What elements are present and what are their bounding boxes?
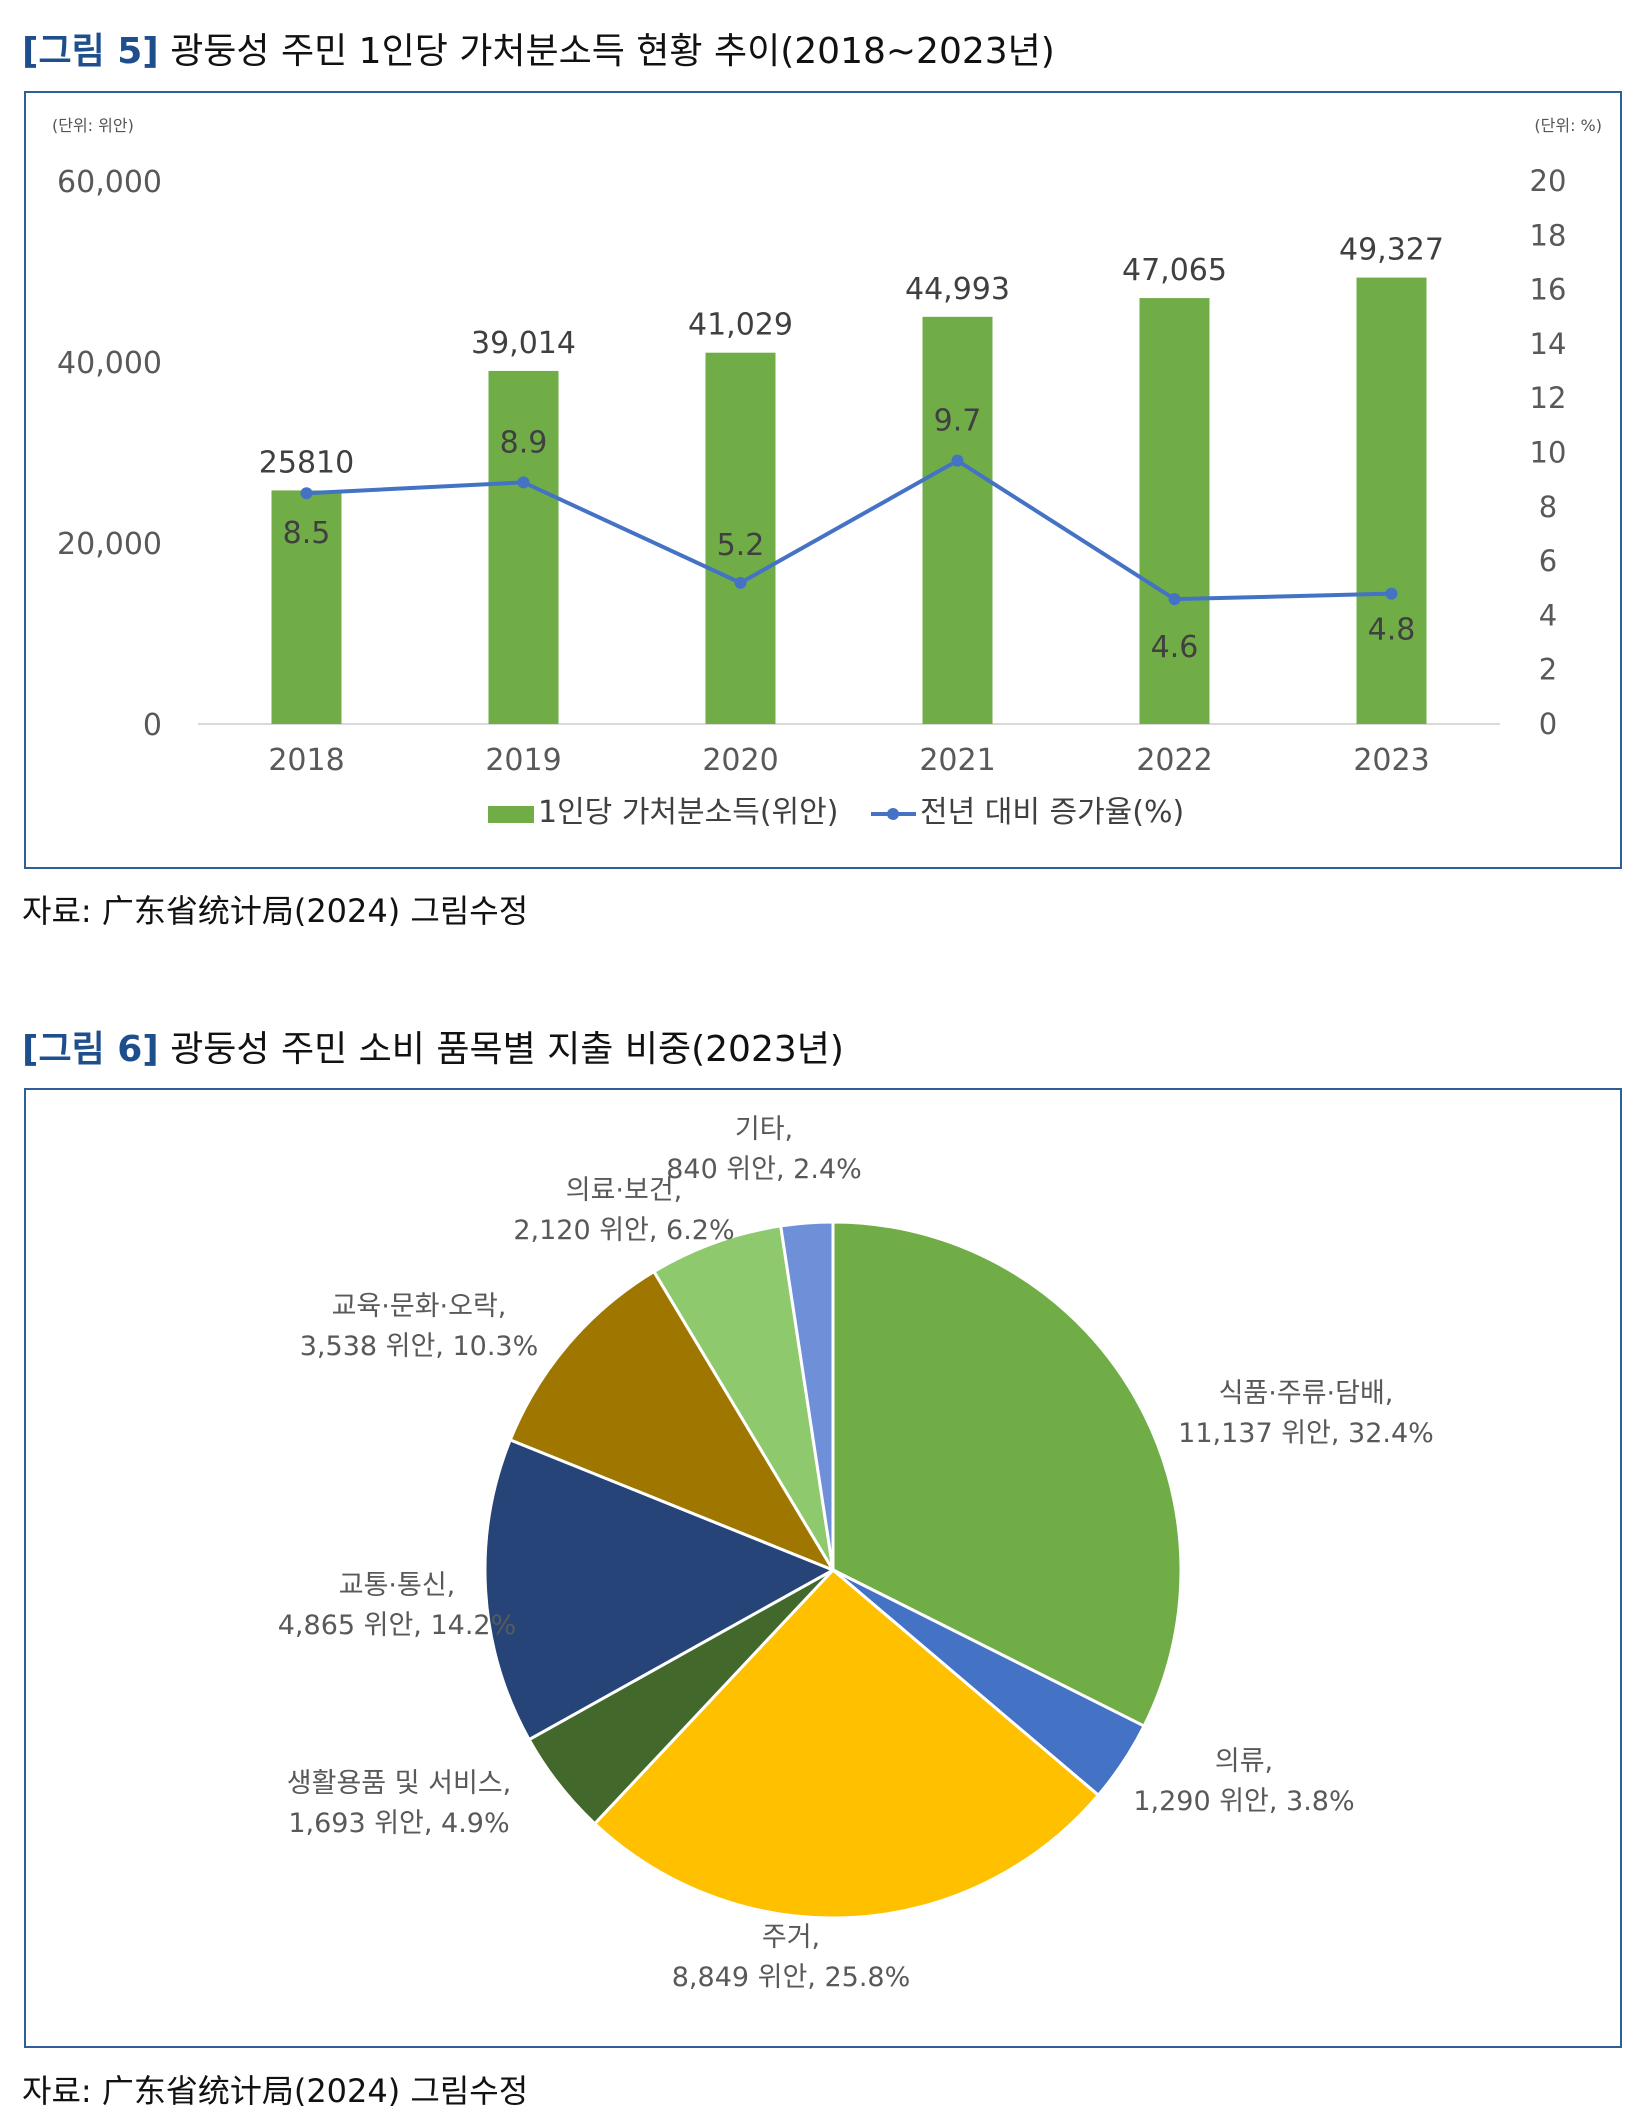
pie-slice (651, 1224, 835, 1571)
pie-slice-label: 교육·문화·오락, (332, 1291, 507, 1322)
bar-value-label: 44,993 (905, 272, 1010, 307)
pie-slice-label: 의료·보건, (566, 1175, 683, 1206)
pie-slice-value-label: 11,137 위안, 32.4% (1178, 1418, 1434, 1449)
left-axis-tick-label: 60,000 (57, 165, 162, 200)
bar-value-label: 39,014 (471, 326, 576, 361)
pie-slice (508, 1269, 837, 1574)
bar (705, 352, 776, 724)
left-axis-tick-label: 0 (143, 708, 162, 743)
left-axis-unit: (단위: 위안) (52, 116, 134, 135)
line-value-label: 5.2 (717, 528, 765, 563)
right-axis-tick-label: 0 (1539, 707, 1557, 741)
legend-bar-swatch (488, 806, 534, 823)
pie-slice-value-label: 1,693 위안, 4.9% (288, 1808, 509, 1839)
bar-value-label: 49,327 (1339, 233, 1444, 268)
x-axis-tick-label: 2020 (702, 743, 778, 778)
growth-rate-point (300, 487, 313, 500)
pie-slice-label: 교통·통신, (339, 1570, 456, 1601)
pie-slice-label: 식품·주류·담배, (1219, 1378, 1394, 1409)
figure6-title: [그림 6] 광둥성 주민 소비 품목별 지출 비중(2023년) (22, 1020, 844, 1072)
figure5-source: 자료: 广东省统计局(2024) 그림수정 (22, 892, 529, 930)
line-value-label: 4.6 (1151, 630, 1199, 665)
right-axis-tick-label: 10 (1530, 436, 1567, 470)
bar-value-label: 25810 (259, 445, 354, 480)
legend-line-marker (887, 808, 899, 820)
right-axis-tick-label: 12 (1530, 381, 1567, 415)
figure5-title: [그림 5] 광둥성 주민 1인당 가처분소득 현황 추이(2018~2023년… (22, 22, 1055, 74)
legend-bar-label: 1인당 가처분소득(위안) (538, 795, 838, 830)
pie-slice-label: 기타, (735, 1114, 793, 1145)
pie-slice-label: 의류, (1215, 1746, 1273, 1777)
figure6-title-text: 광둥성 주민 소비 품목별 지출 비중(2023년) (170, 1029, 844, 1070)
figure5-title-text: 광둥성 주민 1인당 가처분소득 현황 추이(2018~2023년) (170, 31, 1055, 72)
pie-slice (779, 1220, 835, 1571)
pie-slice-label: 생활용품 및 서비스, (287, 1768, 511, 1799)
figure6-number: [그림 6] (22, 1029, 159, 1070)
left-axis-tick-label: 20,000 (57, 527, 162, 562)
figure5-number: [그림 5] (22, 31, 159, 72)
growth-rate-point (734, 576, 747, 589)
pie-slice-value-label: 3,538 위안, 10.3% (300, 1331, 539, 1362)
right-axis-tick-label: 16 (1530, 273, 1567, 307)
line-value-label: 4.8 (1368, 613, 1416, 648)
figure6-source: 자료: 广东省统计局(2024) 그림수정 (22, 2072, 529, 2110)
bar (488, 370, 559, 724)
right-axis-tick-label: 2 (1539, 653, 1557, 687)
pie-slice-label: 주거, (762, 1922, 820, 1953)
right-axis-tick-label: 4 (1539, 598, 1557, 632)
x-axis-tick-label: 2022 (1136, 743, 1212, 778)
bar-value-label: 47,065 (1122, 253, 1227, 288)
legend-line-label: 전년 대비 증가율(%) (920, 795, 1184, 830)
bar (922, 316, 993, 724)
growth-rate-point (1385, 587, 1398, 600)
pie-slice-value-label: 4,865 위안, 14.2% (278, 1610, 517, 1641)
right-axis-tick-label: 6 (1539, 544, 1557, 578)
right-axis-unit: (단위: %) (1534, 116, 1602, 135)
bar (1139, 298, 1210, 724)
line-value-label: 9.7 (934, 404, 982, 439)
right-axis-tick-label: 20 (1530, 164, 1567, 198)
pie-slice-value-label: 840 위안, 2.4% (666, 1154, 862, 1185)
x-axis-tick-label: 2018 (268, 743, 344, 778)
pie-slice-value-label: 2,120 위안, 6.2% (513, 1215, 734, 1246)
pie-slice (483, 1437, 837, 1742)
left-axis-tick-label: 40,000 (57, 346, 162, 381)
bar-line-chart: (단위: 위안) (단위: %) 0 20,000 40,000 60,000 0 2 4 6 8 1… (52, 116, 1602, 830)
right-axis-tick-label: 8 (1539, 490, 1557, 524)
pie-slice (592, 1567, 1101, 1920)
line-value-label: 8.9 (500, 425, 548, 460)
pie-chart: 식품·주류·담배, 11,137 위안, 32.4% 의류, 1,290 위안, 3.… (278, 1114, 1434, 1993)
bar-value-label: 41,029 (688, 308, 793, 343)
right-axis-tick-label: 14 (1530, 327, 1567, 361)
pie-slice-value-label: 8,849 위안, 25.8% (672, 1962, 911, 1993)
growth-rate-point (1168, 593, 1181, 606)
x-axis-tick-label: 2023 (1353, 743, 1429, 778)
growth-rate-line (306, 458, 1392, 602)
bar (271, 490, 342, 724)
bar (1356, 277, 1427, 724)
pie-slice (831, 1220, 1183, 1729)
right-axis-tick-label: 18 (1530, 218, 1567, 252)
line-value-label: 8.5 (283, 516, 331, 551)
growth-rate-point (951, 454, 964, 467)
bar-line-chart-frame: (단위: 위안) (단위: %) 0 20,000 40,000 60,000 0 2 4 6 8 1… (24, 91, 1622, 869)
growth-rate-point (517, 476, 530, 489)
pie-slice-value-label: 1,290 위안, 3.8% (1133, 1786, 1354, 1817)
x-axis-tick-label: 2021 (919, 743, 995, 778)
x-axis-tick-label: 2019 (485, 743, 561, 778)
pie-chart-frame: 식품·주류·담배, 11,137 위안, 32.4% 의류, 1,290 위안, 3.… (24, 1088, 1622, 2048)
